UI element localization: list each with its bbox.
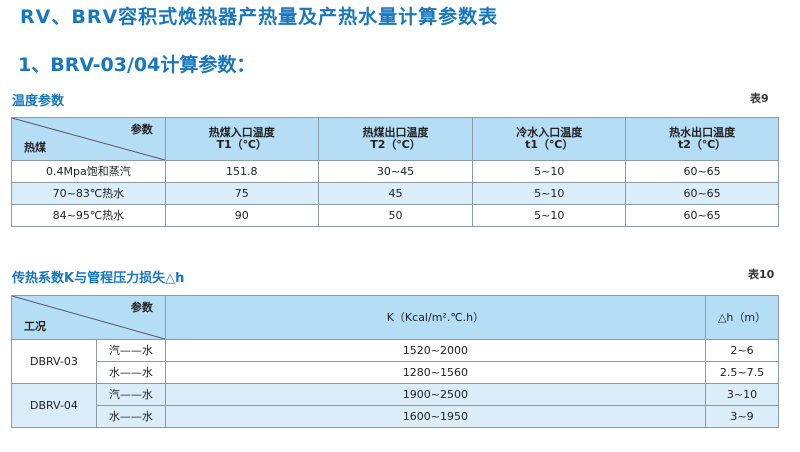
temperature-table: 参数 热煤 热煤入口温度 T1（℃） 热煤出口温度 T2（℃） 冷水入口温度 t1（℃… <box>11 117 779 227</box>
table-row: 0.4Mpa饱和蒸汽 151.8 30~45 5~10 60~65 <box>11 160 779 183</box>
table-row: 水——水 1600~1950 3~9 <box>12 405 779 428</box>
cell: 84~95℃热水 <box>11 204 166 227</box>
section-title: 1、BRV-03/04计算参数： <box>18 54 256 76</box>
table-row: 84~95℃热水 90 50 5~10 60~65 <box>11 204 779 227</box>
cell: 75 <box>164 182 319 205</box>
column-header: 热煤入口温度 T1（℃） <box>164 117 319 161</box>
table-row: DBRV-04 汽——水 1900~2500 3~10 <box>11 383 779 428</box>
table9-caption: 温度参数 <box>12 94 65 109</box>
cell: 3~10 <box>705 383 779 406</box>
cell: 3~9 <box>705 405 779 428</box>
cell: 45 <box>317 182 474 205</box>
cell: 汽——水 <box>95 383 166 406</box>
cell: 水——水 <box>95 405 166 428</box>
header-name: 冷水入口温度 <box>516 126 583 139</box>
column-header-dh: △h（m） <box>705 295 779 340</box>
column-header: 热煤出口温度 T2（℃） <box>317 117 474 161</box>
cell: 90 <box>164 204 319 227</box>
corner-bottom-label: 工况 <box>24 320 46 333</box>
cell: 2~6 <box>705 339 779 362</box>
header-name: 热水出口温度 <box>669 126 736 139</box>
group-cell: DBRV-04 <box>11 383 97 428</box>
cell: 60~65 <box>625 182 779 205</box>
cell: 50 <box>317 204 474 227</box>
table-row: 水——水 1280~1560 2.5~7.5 <box>12 361 779 384</box>
header-unit: t2（℃） <box>677 138 727 151</box>
cell: 30~45 <box>317 160 474 183</box>
cell: 5~10 <box>472 160 627 183</box>
corner-cell: 参数 热煤 <box>11 117 166 161</box>
cell: 0.4Mpa饱和蒸汽 <box>11 160 166 183</box>
header-name: 热煤入口温度 <box>208 126 275 139</box>
cell: 151.8 <box>164 160 319 183</box>
cell: 汽——水 <box>95 339 166 362</box>
table-row: DBRV-03 汽——水 1520~2000 2~6 <box>11 339 779 384</box>
corner-cell: 参数 工况 <box>11 295 166 340</box>
group-cell: DBRV-03 <box>11 339 97 384</box>
header-unit: t1（℃） <box>525 138 574 151</box>
table10-caption: 传热系数K与管程压力损失△h <box>12 271 185 286</box>
cell: 1900~2500 <box>164 383 707 406</box>
column-header: 热水出口温度 t2（℃） <box>625 117 779 161</box>
cell: 5~10 <box>472 204 627 227</box>
column-header-k: K（Kcal/m².℃.h） <box>164 295 707 340</box>
cell: 70~83℃热水 <box>11 182 166 205</box>
cell: 1520~2000 <box>164 339 707 362</box>
cell: 5~10 <box>472 182 627 205</box>
corner-bottom-label: 热煤 <box>24 141 46 154</box>
cell: 1600~1950 <box>164 405 707 428</box>
page-title: RV、BRV容积式焕热器产热量及产热水量计算参数表 <box>20 6 499 28</box>
cell: 1280~1560 <box>164 361 707 384</box>
column-header: 冷水入口温度 t1（℃） <box>472 117 627 161</box>
cell: 2.5~7.5 <box>705 361 779 384</box>
corner-top-label: 参数 <box>130 123 153 136</box>
table-row: 70~83℃热水 75 45 5~10 60~65 <box>11 182 779 205</box>
corner-top-label: 参数 <box>130 301 153 314</box>
cell: 水——水 <box>95 361 166 384</box>
header-unit: T2（℃） <box>370 138 421 151</box>
header-name: 热煤出口温度 <box>362 126 429 139</box>
cell: 60~65 <box>625 204 779 227</box>
cell: 60~65 <box>625 160 779 183</box>
header-unit: T1（℃） <box>216 138 267 151</box>
table10-number: 表10 <box>748 268 775 281</box>
heat-transfer-grid: 参数 工况 K（Kcal/m².℃.h） △h（m） DBRV-03 汽——水 … <box>11 295 779 428</box>
table9-number: 表9 <box>750 92 769 105</box>
